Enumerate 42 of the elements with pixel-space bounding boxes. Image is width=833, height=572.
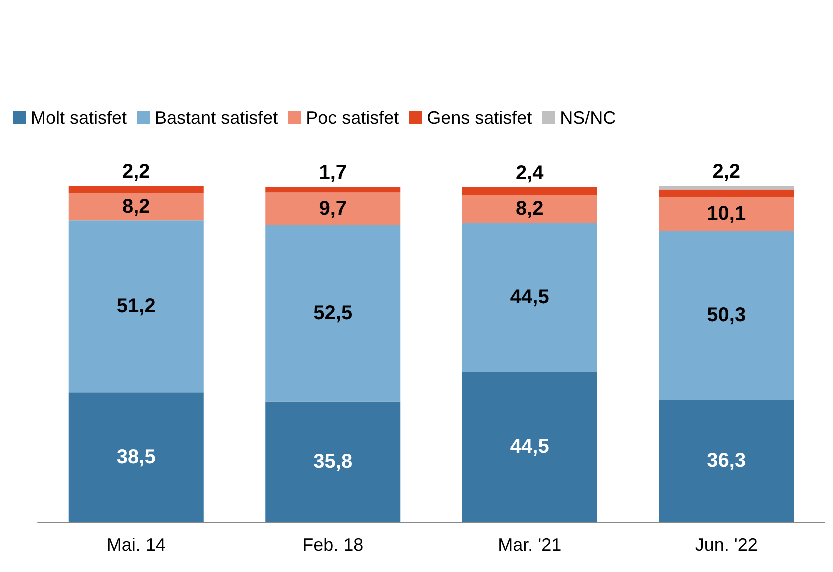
bar (659, 400, 794, 522)
legend-label: Bastant satisfet (155, 108, 278, 128)
bar (266, 225, 401, 402)
data-label: 2,4 (516, 162, 545, 184)
data-label: 51,2 (116, 296, 156, 318)
data-label: 44,5 (510, 286, 550, 309)
legend-label: NS/NC (560, 108, 616, 128)
bar (659, 197, 794, 232)
data-label: 44,5 (510, 436, 550, 458)
x-tick-label: Feb. 18 (302, 535, 364, 555)
bar (68, 193, 204, 221)
data-label: 38,5 (116, 446, 156, 468)
data-label: 9,7 (319, 198, 348, 220)
x-tick-label: Jun. '22 (695, 535, 758, 555)
data-label: 8,2 (122, 196, 150, 218)
bar (266, 402, 401, 522)
data-label: 36,3 (707, 450, 746, 472)
bar (462, 187, 598, 196)
bar (266, 187, 401, 193)
bar (659, 231, 794, 400)
data-label: 35,8 (314, 450, 353, 473)
data-label: 2,2 (122, 161, 150, 183)
bar (266, 192, 401, 226)
legend-label: Gens satisfet (427, 108, 532, 128)
bar (462, 372, 598, 522)
bar (68, 392, 204, 522)
legend-label: Poc satisfet (306, 108, 400, 128)
bar (659, 186, 794, 190)
bar (462, 195, 598, 223)
data-label: 52,5 (314, 302, 353, 325)
bar (659, 190, 794, 198)
data-label: 10,1 (707, 203, 746, 226)
x-tick-label: Mai. 14 (106, 535, 166, 555)
data-label: 8,2 (516, 198, 544, 220)
data-label: 50,3 (707, 304, 746, 327)
x-tick-label: Mar. '21 (498, 535, 562, 555)
bar (68, 220, 204, 393)
legend-label: Molt satisfet (31, 108, 128, 128)
bar (462, 222, 598, 372)
bar (68, 186, 204, 194)
data-label: 2,2 (712, 160, 741, 183)
data-label: 1,7 (319, 162, 348, 184)
